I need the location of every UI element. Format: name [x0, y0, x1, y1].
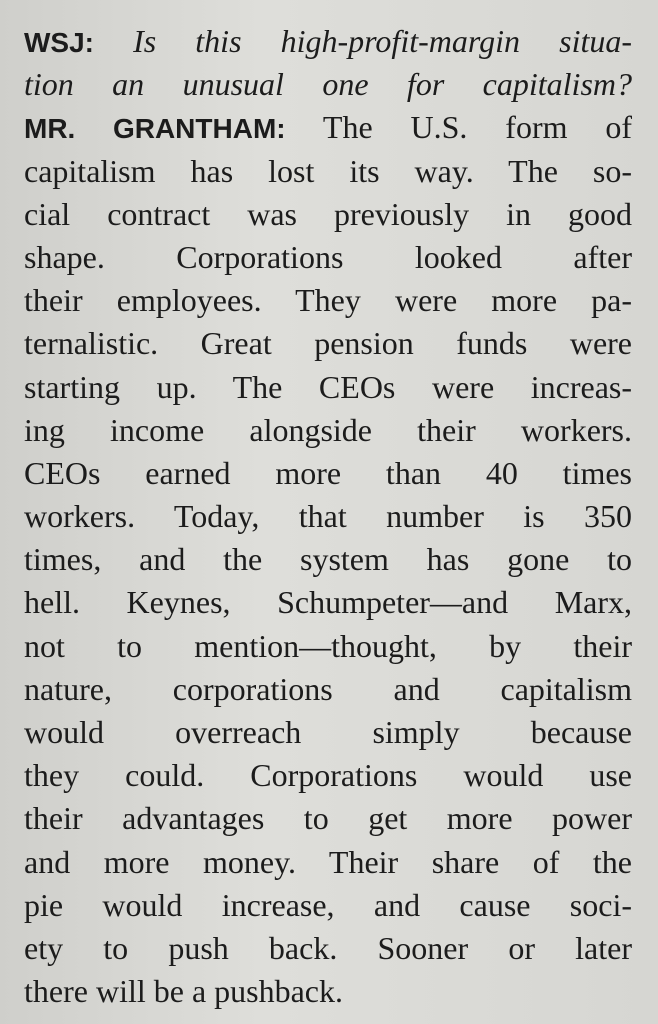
line-text: ternalistic. Great pension funds were — [24, 325, 632, 362]
text-line: ing income alongside their workers. — [24, 409, 632, 452]
line-text: times, and the system has gone to — [24, 541, 632, 578]
text-line: starting up. The CEOs were increas- — [24, 366, 632, 409]
text-line: their employees. They were more pa- — [24, 279, 632, 322]
speaker: MR. GRANTHAM: — [24, 113, 286, 145]
line-text: Is this high-profit-margin situa- — [133, 23, 632, 59]
line-text: their advantages to get more power — [24, 800, 632, 837]
line-text: starting up. The CEOs were increas- — [24, 368, 632, 405]
text-line: times, and the system has gone to — [24, 538, 632, 581]
line-text: The U.S. form of — [322, 109, 632, 146]
line-text: and more money. Their share of the — [24, 843, 632, 880]
line-text: ing income alongside their workers. — [24, 411, 632, 448]
line-text: pie would increase, and cause soci- — [24, 886, 632, 923]
line-text: not to mention—thought, by their — [24, 627, 632, 664]
text-line: there will be a pushback. — [24, 970, 632, 1013]
text-line: their advantages to get more power — [24, 797, 632, 840]
text-line: would overreach simply because — [24, 711, 632, 754]
line-text: CEOs earned more than 40 times — [24, 454, 632, 491]
text-line: MR. GRANTHAM: The U.S. form of — [24, 106, 632, 149]
clipping: WSJ: Is this high-profit-margin situa-ti… — [24, 20, 632, 1013]
text-line: they could. Corporations would use — [24, 754, 632, 797]
line-text: shape. Corporations looked after — [24, 238, 632, 275]
line-text: they could. Corporations would use — [24, 757, 632, 794]
text-line: ternalistic. Great pension funds were — [24, 322, 632, 365]
text-line: ety to push back. Sooner or later — [24, 927, 632, 970]
line-text: ety to push back. Sooner or later — [24, 929, 632, 966]
line-text: their employees. They were more pa- — [24, 282, 632, 319]
text-line: not to mention—thought, by their — [24, 625, 632, 668]
line-text: cial contract was previously in good — [24, 195, 632, 232]
line-text: tion an unusual one for capitalism? — [24, 66, 632, 103]
speaker: WSJ: — [24, 27, 94, 58]
text-line: capitalism has lost its way. The so- — [24, 150, 632, 193]
line-text: workers. Today, that number is 350 — [24, 498, 632, 535]
line-text: nature, corporations and capitalism — [24, 670, 632, 707]
line-text: hell. Keynes, Schumpeter—and Marx, — [24, 584, 632, 621]
line-text: capitalism has lost its way. The so- — [24, 152, 632, 189]
line-text: there will be a pushback. — [24, 973, 343, 1010]
text-line: WSJ: Is this high-profit-margin situa- — [24, 20, 632, 63]
text-line: CEOs earned more than 40 times — [24, 452, 632, 495]
text-line: hell. Keynes, Schumpeter—and Marx, — [24, 581, 632, 624]
text-line: cial contract was previously in good — [24, 193, 632, 236]
text-line: shape. Corporations looked after — [24, 236, 632, 279]
text-line: tion an unusual one for capitalism? — [24, 63, 632, 106]
text-line: and more money. Their share of the — [24, 841, 632, 884]
text-line: workers. Today, that number is 350 — [24, 495, 632, 538]
text-line: pie would increase, and cause soci- — [24, 884, 632, 927]
line-text: would overreach simply because — [24, 714, 632, 750]
text-line: nature, corporations and capitalism — [24, 668, 632, 711]
